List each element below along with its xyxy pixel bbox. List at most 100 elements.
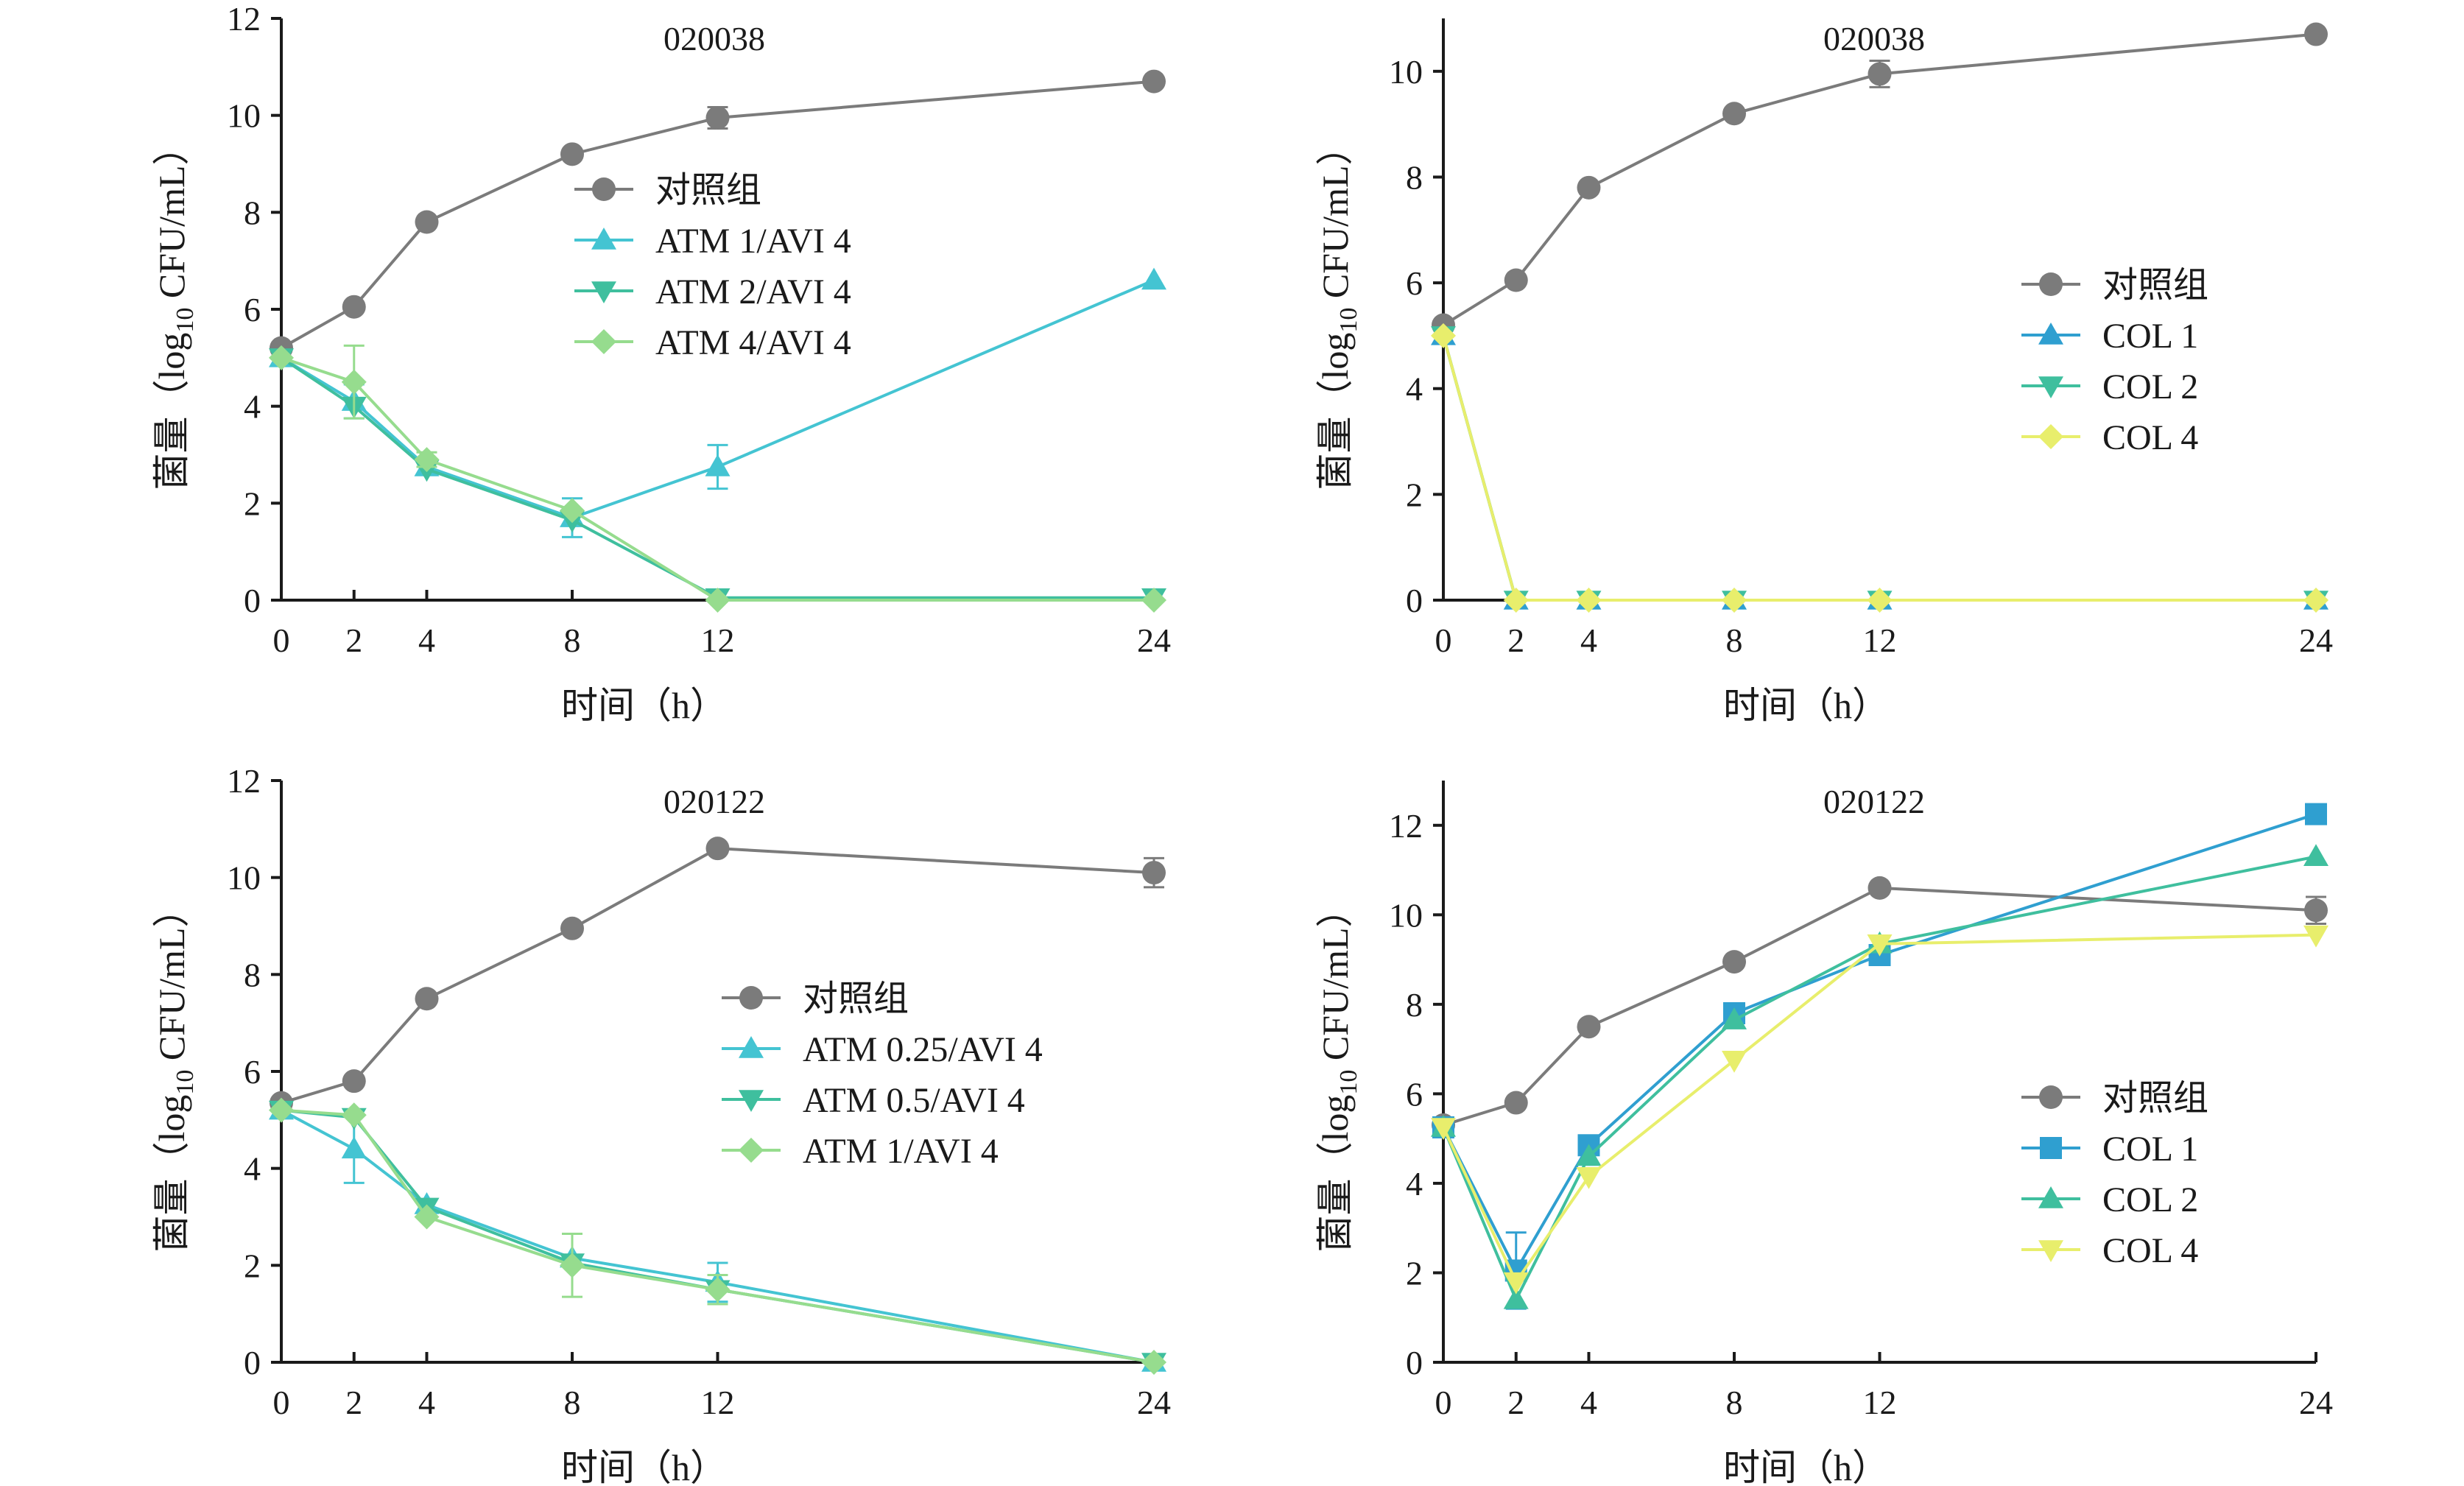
y-tick-label: 8 <box>1406 986 1423 1024</box>
data-point <box>705 588 731 613</box>
x-tick-label: 12 <box>701 1384 735 1421</box>
y-axis-title-tail: CFU/mL） <box>1314 129 1356 308</box>
data-point <box>1576 588 1602 613</box>
legend-item: ATM 1/AVI 4 <box>574 222 851 261</box>
data-point <box>415 987 439 1011</box>
data-point <box>2305 803 2327 825</box>
y-tick-label: 6 <box>244 291 261 328</box>
series-line <box>281 356 1154 602</box>
y-tick-label: 12 <box>227 0 261 38</box>
legend-label: ATM 2/AVI 4 <box>655 272 851 311</box>
data-point <box>1142 861 1166 885</box>
data-point <box>1722 1007 1747 1029</box>
data-point <box>1141 1350 1166 1375</box>
x-tick-label: 24 <box>1137 1384 1171 1421</box>
y-axis-title-subscript: 10 <box>1335 308 1362 333</box>
data-point <box>2303 925 2329 948</box>
y-axis-title-main: 菌量（log <box>151 333 192 490</box>
y-tick-label: 10 <box>227 97 261 135</box>
data-point <box>1141 588 1166 613</box>
series-4 <box>1431 323 2329 613</box>
data-point <box>2304 22 2328 46</box>
x-tick-label: 0 <box>273 621 290 659</box>
data-point <box>1504 268 1528 292</box>
y-axis-title-tail: CFU/mL） <box>1314 891 1356 1070</box>
data-point <box>1431 1118 1456 1140</box>
data-point <box>1867 934 1893 957</box>
data-point <box>1141 267 1166 290</box>
legend-item: ATM 2/AVI 4 <box>574 272 851 311</box>
legend: 对照组 ATM 1/AVI 4 ATM 2/AVI 4 ATM 4/AVI 4 <box>574 171 851 362</box>
data-point <box>1576 1144 1602 1166</box>
series-line <box>1443 886 2317 1127</box>
y-tick-label: 4 <box>244 1150 261 1188</box>
data-point <box>560 498 585 524</box>
legend-label: COL 4 <box>2102 1231 2198 1270</box>
y-axis-title-main: 菌量（log <box>1314 1095 1356 1253</box>
y-axis-title-tail: CFU/mL） <box>151 129 192 308</box>
y-tick-label: 2 <box>1406 476 1423 513</box>
x-axis-title: 时间（h） <box>561 1447 727 1486</box>
x-tick-label: 0 <box>1435 1384 1452 1421</box>
y-tick-label: 4 <box>244 388 261 426</box>
data-point <box>1142 69 1166 94</box>
legend-label: ATM 0.25/AVI 4 <box>803 1030 1043 1069</box>
series-line <box>281 80 1155 350</box>
y-axis-title-main: 菌量（log <box>151 1095 192 1253</box>
legend-marker <box>2038 376 2063 398</box>
y-tick-label: 4 <box>1406 1165 1423 1202</box>
series-line <box>1442 933 2317 1285</box>
legend-item: 对照组 <box>2021 1079 2208 1118</box>
x-tick-label: 4 <box>418 621 435 659</box>
y-tick-label: 12 <box>1389 807 1423 845</box>
legend-marker <box>739 1036 764 1058</box>
legend-marker <box>2038 323 2063 345</box>
data-point <box>1722 102 1746 126</box>
legend-item: COL 4 <box>2021 1231 2198 1270</box>
legend: 对照组 ATM 0.25/AVI 4 ATM 0.5/AVI 4 ATM 1/AVI … <box>722 979 1043 1171</box>
data-point <box>560 916 584 940</box>
y-tick-label: 8 <box>1406 158 1423 196</box>
y-axis-title: 菌量（log10 CFU/mL） <box>151 891 199 1253</box>
legend-item: 对照组 <box>722 979 909 1018</box>
y-axis-title-subscript: 10 <box>172 1070 199 1095</box>
x-tick-label: 8 <box>1726 621 1743 659</box>
legend-marker <box>739 1138 764 1163</box>
series-line <box>281 1108 1155 1364</box>
data-point <box>415 210 439 234</box>
x-tick-label: 4 <box>1580 1384 1597 1421</box>
data-point <box>1503 1272 1529 1295</box>
x-tick-label: 12 <box>1863 621 1897 659</box>
y-axis-title: 菌量（log10 CFU/mL） <box>1314 129 1362 490</box>
legend-marker <box>2038 1240 2063 1262</box>
y-axis-title: 菌量（log10 CFU/mL） <box>1314 891 1362 1253</box>
legend-item: COL 2 <box>2021 367 2198 406</box>
legend-label: COL 2 <box>2102 367 2198 406</box>
data-point <box>1503 588 1529 613</box>
series-4 <box>1431 925 2329 1295</box>
legend-label: COL 1 <box>2102 1130 2198 1169</box>
legend-item: 对照组 <box>574 171 761 210</box>
legend-item: COL 2 <box>2021 1180 2198 1219</box>
data-point <box>2303 844 2329 867</box>
legend-label: 对照组 <box>2102 266 2208 305</box>
chart-title: 020038 <box>663 20 765 57</box>
legend-label: ATM 1/AVI 4 <box>803 1132 999 1171</box>
y-tick-label: 2 <box>244 1247 261 1284</box>
legend-item: ATM 4/AVI 4 <box>574 323 851 362</box>
legend-item: COL 4 <box>2021 418 2198 457</box>
x-axis-title: 时间（h） <box>1723 1447 1889 1486</box>
data-point <box>1576 1167 1602 1189</box>
y-axis-title-main: 菌量（log <box>1314 333 1356 490</box>
data-point <box>269 345 294 370</box>
legend-marker <box>2040 1137 2062 1159</box>
series-1 <box>270 69 1166 360</box>
x-tick-label: 0 <box>1435 621 1452 659</box>
series-line <box>1442 335 2316 602</box>
y-tick-label: 10 <box>1389 896 1423 934</box>
series-line <box>1442 32 2317 327</box>
